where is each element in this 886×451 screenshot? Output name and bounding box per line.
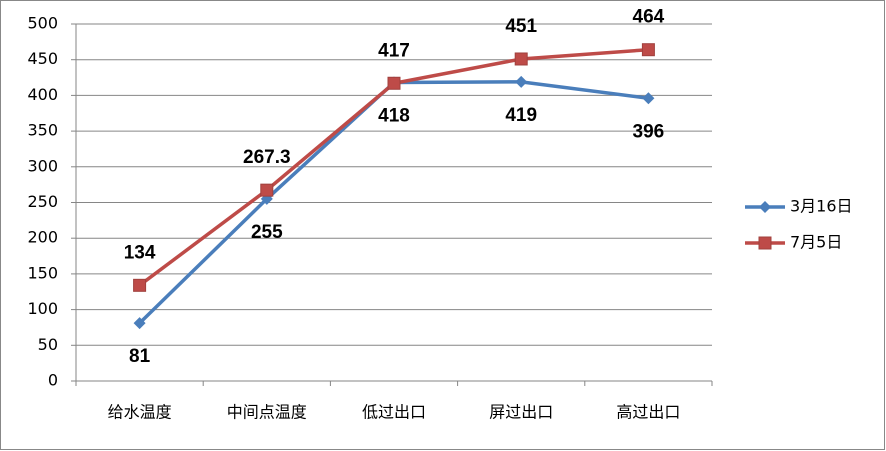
y-tick-label: 50	[38, 335, 58, 354]
y-tick-label: 450	[27, 49, 58, 68]
point	[514, 52, 528, 66]
x-tick-label: 中间点温度	[227, 403, 307, 422]
data-label: 451	[505, 16, 537, 37]
x-tick-label: 高过出口	[616, 403, 680, 422]
legend-marker	[758, 236, 772, 250]
point	[387, 76, 401, 90]
data-label: 396	[633, 121, 665, 142]
x-tick-label: 给水温度	[108, 403, 172, 422]
y-tick-label: 350	[27, 121, 58, 140]
data-label: 267.3	[243, 147, 291, 168]
data-label: 419	[505, 105, 537, 126]
x-tick-label: 屏过出口	[489, 403, 553, 422]
y-tick-label: 200	[27, 228, 58, 247]
legend-marker	[759, 201, 771, 213]
point	[260, 183, 274, 197]
y-tick-label: 300	[27, 156, 58, 175]
y-tick-label: 0	[48, 371, 58, 390]
data-label: 418	[378, 106, 410, 127]
data-label: 81	[129, 346, 151, 367]
data-label: 255	[251, 222, 283, 243]
x-tick-label: 低过出口	[362, 403, 426, 422]
legend-label: 3月16日	[790, 197, 853, 216]
point	[642, 92, 655, 105]
data-label: 464	[633, 7, 665, 28]
legend-label: 7月5日	[790, 233, 842, 252]
point	[133, 278, 147, 292]
point	[133, 317, 146, 330]
point	[641, 43, 655, 57]
data-label: 417	[378, 40, 410, 61]
y-tick-label: 250	[27, 192, 58, 211]
y-tick-label: 400	[27, 85, 58, 104]
y-tick-label: 100	[27, 299, 58, 318]
y-tick-label: 150	[27, 263, 58, 282]
point	[515, 75, 528, 88]
data-label: 134	[124, 242, 156, 263]
y-tick-label: 500	[27, 14, 58, 33]
